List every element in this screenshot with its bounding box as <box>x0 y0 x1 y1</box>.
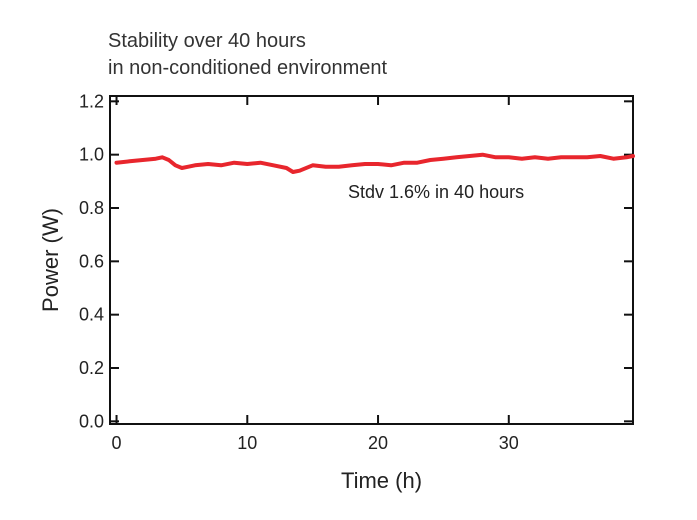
y-axis-label: Power (W) <box>38 208 63 312</box>
y-tick-label: 0.8 <box>79 198 104 218</box>
x-axis-label: Time (h) <box>341 468 422 493</box>
y-tick-label: 0.0 <box>79 411 104 431</box>
x-tick-label: 30 <box>499 433 519 453</box>
y-tick-label: 0.6 <box>79 251 104 271</box>
y-tick-label: 1.0 <box>79 145 104 165</box>
series-line-0 <box>114 152 635 174</box>
x-tick-label: 20 <box>368 433 388 453</box>
y-tick-label: 0.4 <box>79 305 104 325</box>
chart-title-line-1: Stability over 40 hours <box>108 30 306 52</box>
x-tick-label: 0 <box>112 433 122 453</box>
y-tick-label: 1.2 <box>79 91 104 111</box>
stdv-annotation: Stdv 1.6% in 40 hours <box>348 182 524 202</box>
chart-title-line-2: in non-conditioned environment <box>108 57 388 79</box>
y-tick-label: 0.2 <box>79 358 104 378</box>
plot-frame <box>109 95 634 425</box>
x-tick-label: 10 <box>237 433 257 453</box>
